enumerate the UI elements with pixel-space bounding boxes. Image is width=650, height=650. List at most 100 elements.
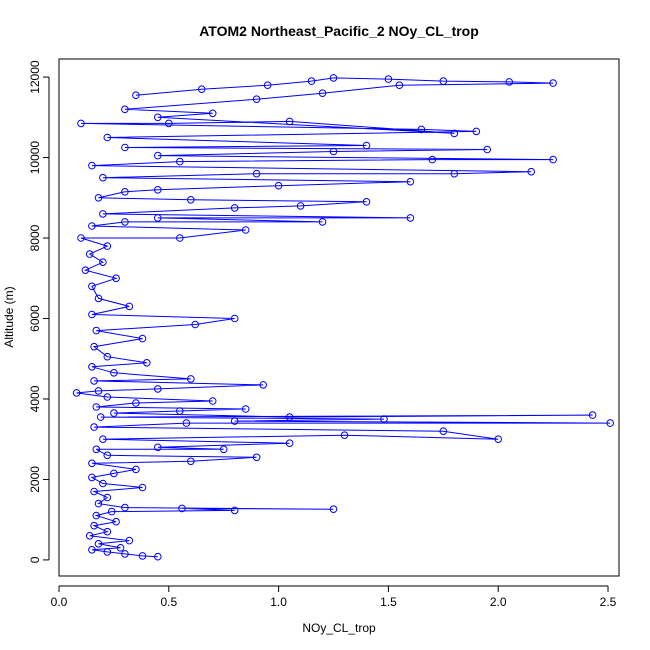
data-point — [285, 413, 294, 421]
x-axis-label: NOy_CL_trop — [302, 621, 376, 635]
data-point — [103, 451, 112, 460]
data-point — [125, 536, 134, 545]
data-point — [259, 381, 268, 389]
data-point — [154, 186, 162, 194]
data-point — [165, 119, 173, 128]
data-point — [103, 393, 112, 401]
data-point — [219, 445, 228, 454]
data-point — [121, 143, 129, 152]
data-point — [121, 218, 129, 226]
data-point — [110, 469, 118, 478]
data-point — [103, 527, 112, 536]
data-point — [85, 532, 94, 540]
data-point — [191, 320, 199, 329]
data-point — [187, 457, 195, 466]
y-axis: 0 2000 4000 6000 8000 10000 12000 — [28, 60, 50, 563]
data-point — [154, 443, 162, 452]
data-point — [417, 125, 426, 134]
data-point — [252, 169, 261, 178]
data-point — [483, 145, 492, 154]
data-point — [439, 427, 448, 436]
data-point — [143, 359, 151, 367]
x-tick-label: 2.0 — [490, 595, 507, 609]
data-point — [329, 74, 338, 82]
data-point — [132, 399, 140, 407]
data-point — [241, 226, 250, 234]
data-point — [94, 540, 103, 548]
data-point — [241, 405, 250, 413]
data-point — [110, 409, 118, 417]
data-point — [88, 363, 96, 371]
y-axis-label: Altitude (m) — [2, 286, 16, 347]
data-point — [208, 397, 217, 405]
y-tick-label: 2000 — [28, 466, 42, 493]
data-point — [263, 81, 272, 89]
x-tick-label: 1.0 — [270, 595, 287, 609]
data-point — [77, 234, 85, 242]
data-point — [154, 385, 162, 393]
data-point — [88, 473, 96, 482]
x-axis: 0.0 0.5 1.0 1.5 2.0 2.5 — [51, 585, 617, 609]
data-point — [318, 89, 327, 97]
data-point — [154, 151, 162, 160]
data-point — [90, 521, 98, 530]
data-point — [94, 499, 103, 508]
data-point — [103, 548, 112, 556]
data-point — [307, 77, 316, 85]
data-point — [138, 483, 147, 492]
data-point — [99, 479, 107, 488]
data-point — [90, 423, 98, 431]
data-point — [132, 465, 140, 474]
data-point — [125, 302, 134, 311]
data-point — [96, 413, 105, 421]
data-point — [505, 78, 514, 86]
data-point — [362, 198, 371, 206]
data-point — [588, 411, 597, 419]
data-point — [439, 77, 448, 85]
data-point — [99, 173, 107, 182]
data-point — [138, 334, 147, 343]
data-point — [88, 546, 96, 554]
data-point — [99, 210, 107, 218]
data-point — [182, 419, 191, 427]
plot-frame — [58, 58, 620, 577]
data-point — [296, 202, 305, 210]
data-point — [549, 155, 557, 164]
data-point — [92, 511, 101, 520]
data-point — [85, 250, 94, 258]
data-point — [94, 387, 103, 395]
y-tick-label: 0 — [28, 556, 42, 563]
data-point — [110, 369, 118, 377]
y-tick-label: 4000 — [28, 385, 42, 412]
data-point — [384, 75, 393, 83]
data-point — [208, 109, 217, 118]
data-point — [197, 85, 206, 93]
x-tick-label: 2.5 — [600, 595, 617, 609]
data-point — [77, 119, 85, 128]
y-tick-label: 6000 — [28, 305, 42, 332]
data-point — [450, 129, 459, 138]
data-point — [92, 445, 101, 454]
data-point — [176, 157, 184, 166]
data-point — [252, 95, 261, 103]
data-point — [329, 505, 338, 514]
data-point — [154, 113, 162, 122]
data-point — [72, 389, 81, 397]
data-point — [176, 234, 184, 242]
data-point — [187, 196, 195, 204]
data-point — [527, 167, 536, 176]
data-point — [406, 214, 415, 222]
data-point — [318, 218, 327, 226]
data-point — [94, 294, 103, 303]
data-point — [92, 403, 101, 411]
data-point — [285, 117, 294, 126]
data-point — [178, 504, 186, 513]
data-point — [121, 550, 129, 558]
data-point — [121, 188, 129, 196]
data-point — [81, 266, 90, 275]
data-point — [340, 431, 349, 440]
data-point — [88, 310, 96, 319]
data-point — [606, 419, 615, 427]
y-tick-label: 8000 — [28, 224, 42, 251]
